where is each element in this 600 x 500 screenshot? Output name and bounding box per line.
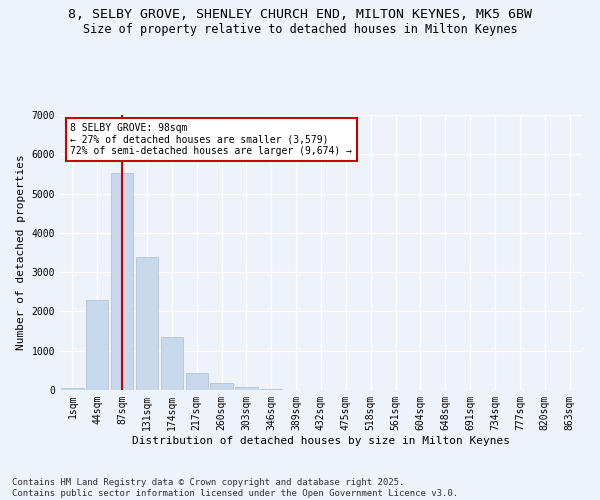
Bar (185, 372, 208, 390)
X-axis label: Distribution of detached houses by size in Milton Keynes: Distribution of detached houses by size … (132, 436, 510, 446)
Bar (211, 383, 233, 390)
Bar (86, 300, 109, 390)
Text: 8, SELBY GROVE, SHENLEY CHURCH END, MILTON KEYNES, MK5 6BW: 8, SELBY GROVE, SHENLEY CHURCH END, MILT… (68, 8, 532, 20)
Bar (235, 387, 257, 390)
Bar (161, 338, 183, 390)
Bar (136, 257, 158, 390)
Text: Contains HM Land Registry data © Crown copyright and database right 2025.
Contai: Contains HM Land Registry data © Crown c… (12, 478, 458, 498)
Y-axis label: Number of detached properties: Number of detached properties (16, 154, 26, 350)
Text: 8 SELBY GROVE: 98sqm
← 27% of detached houses are smaller (3,579)
72% of semi-de: 8 SELBY GROVE: 98sqm ← 27% of detached h… (70, 123, 352, 156)
Bar (61, 388, 83, 390)
Bar (111, 173, 133, 390)
Text: Size of property relative to detached houses in Milton Keynes: Size of property relative to detached ho… (83, 22, 517, 36)
